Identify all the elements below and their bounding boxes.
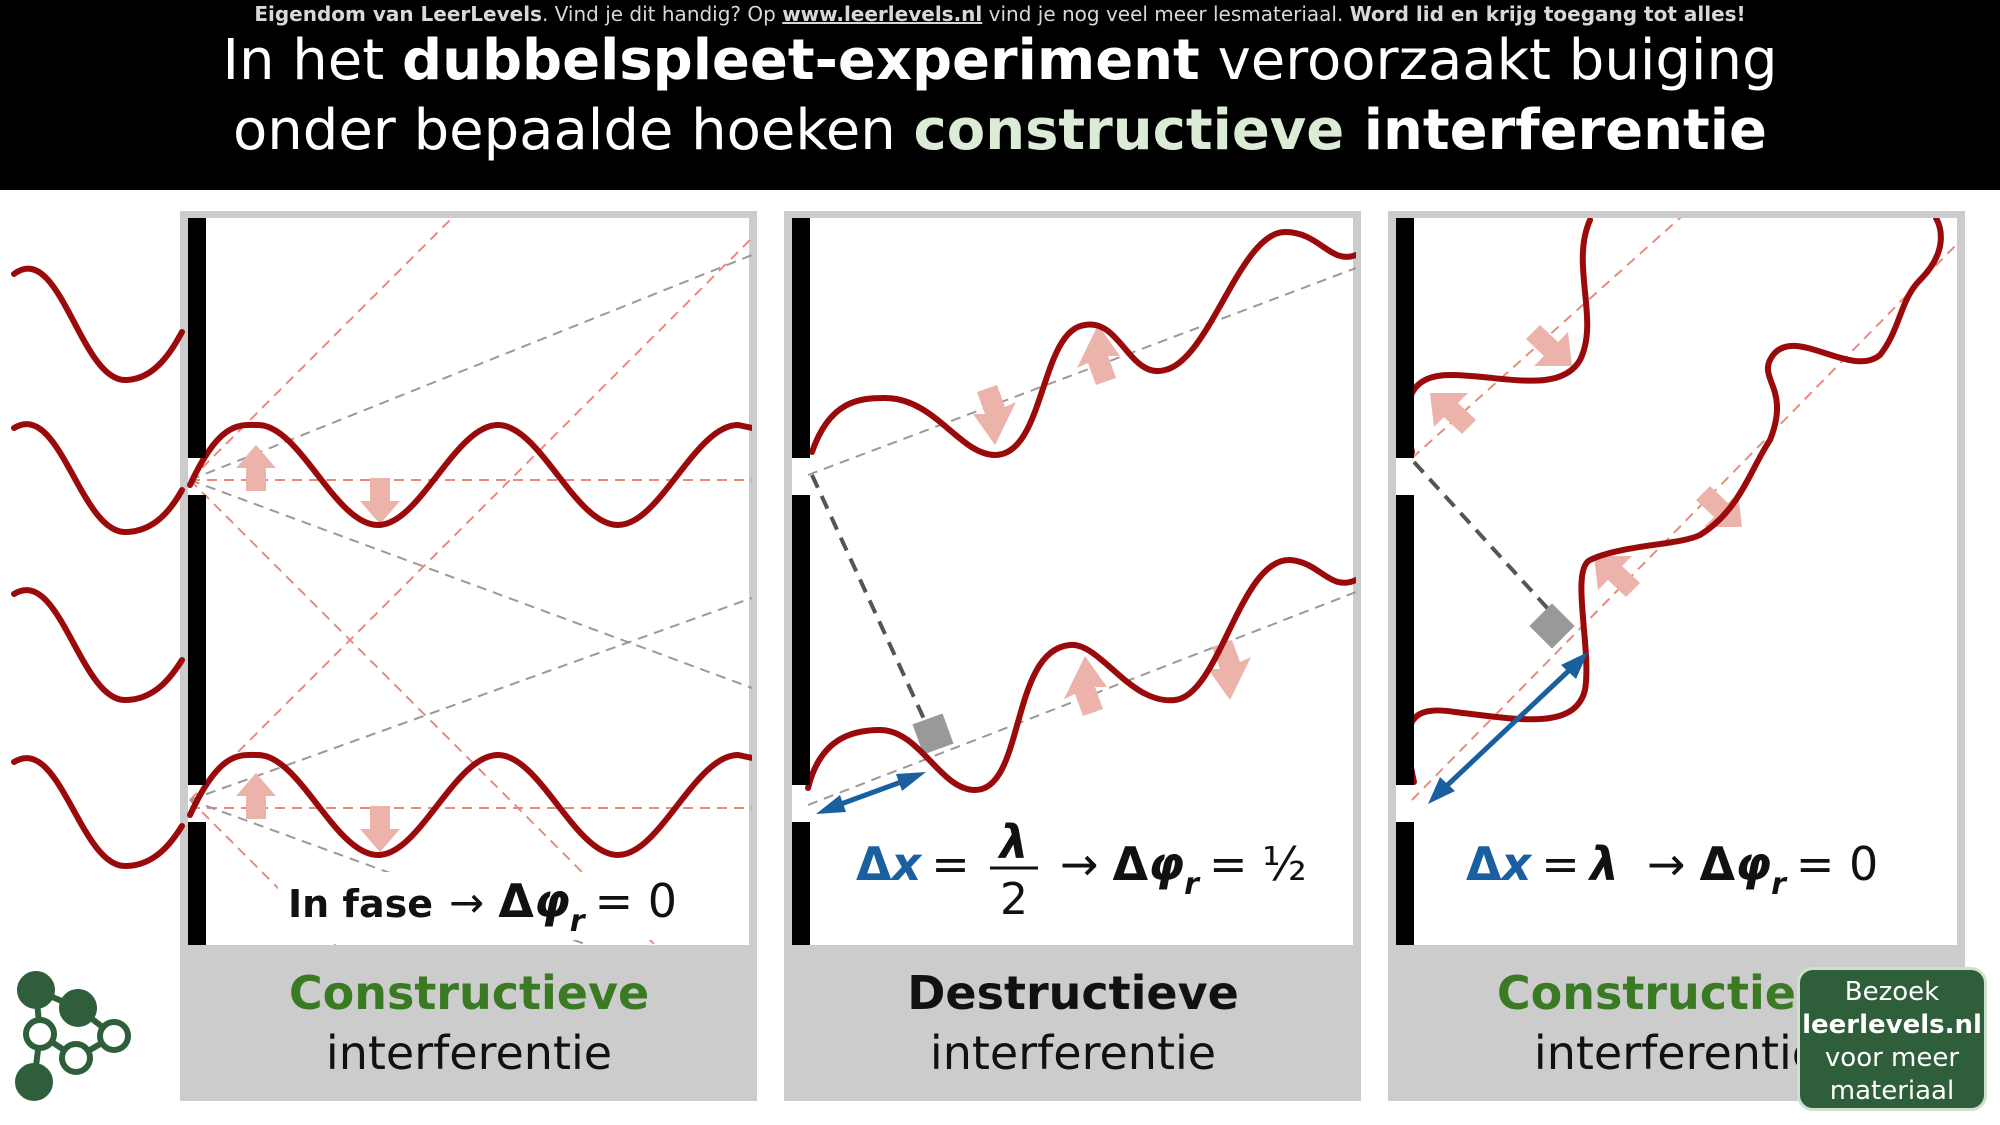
- panel-2-fraction-num: λ: [996, 815, 1028, 869]
- panel-1-caption-strong: Constructieve: [288, 966, 650, 1020]
- panel-1-content: In fase → Δφr = 0: [187, 218, 752, 945]
- right-angle-marker-2: [912, 713, 954, 755]
- panel-1-frame: [180, 211, 757, 1101]
- phase-arrow-up-2a: [1077, 325, 1120, 385]
- promo-line-1: Bezoek: [1844, 977, 1940, 1007]
- ray-gray-1b: [189, 597, 752, 801]
- panel-3-formula: Δx = λ → Δφr = 0: [1466, 837, 1878, 902]
- credit-line: Eigendom van LeerLevels. Vind je dit han…: [0, 2, 2000, 26]
- incoming-wave-1: [11, 265, 185, 384]
- right-angle-marker-3: [1529, 603, 1575, 649]
- panel-2-formula-rhs: → Δφr = ½: [1060, 837, 1307, 902]
- visit-leerlevels-button[interactable]: Bezoek leerlevels.nl voor meer materiaal: [1797, 967, 1987, 1111]
- title-2a: onder bepaalde hoeken: [233, 98, 914, 163]
- phase-arrow-down-1b: [360, 806, 400, 852]
- incoming-wave-2: [11, 421, 185, 536]
- panel-2-caption: Destructieve interferentie: [789, 963, 1357, 1083]
- panel-1-caption: Constructieve interferentie: [185, 963, 753, 1083]
- header-banner: Eigendom van LeerLevels. Vind je dit han…: [0, 0, 2000, 190]
- phase-arrow-3d: [1696, 486, 1742, 527]
- panel-2-barrier: [792, 218, 810, 945]
- phase-arrow-up-1a: [236, 445, 276, 491]
- delta-x-arrow-2: [816, 772, 926, 814]
- credit-text-2: vind je nog veel meer lesmateriaal.: [982, 2, 1350, 26]
- title-2c: interferentie: [1344, 98, 1767, 163]
- ray-red-1b: [189, 236, 752, 801]
- panel-2-caption-weak: interferentie: [929, 1026, 1217, 1080]
- wave-1-bottom: [187, 751, 752, 859]
- panel-2-caption-strong: Destructieve: [907, 966, 1239, 1020]
- panel-3-caption-weak: interferentie: [1533, 1026, 1821, 1080]
- panel-1-formula: In fase → Δφr = 0: [288, 874, 677, 939]
- wave-2-top: [809, 228, 1356, 459]
- phase-arrow-down-1a: [360, 478, 400, 524]
- phase-arrow-3c: [1594, 556, 1640, 597]
- page-title-line-2: onder bepaalde hoeken constructieve inte…: [0, 96, 2000, 166]
- ray-gray-1c: [189, 479, 752, 689]
- phase-arrow-up-2b: [1064, 656, 1107, 716]
- credit-cta: Word lid en krijg toegang tot alles!: [1349, 2, 1746, 26]
- panel-3-barrier: [1396, 218, 1414, 945]
- panel-3-content: Δx = λ → Δφr = 0: [1404, 218, 1959, 902]
- phase-arrow-3b: [1526, 325, 1572, 366]
- leerlevels-logo-icon: [15, 971, 131, 1101]
- title-1a: In het: [222, 28, 402, 93]
- promo-line-4: materiaal: [1829, 1076, 1955, 1106]
- promo-line-2: leerlevels.nl: [1802, 1010, 1982, 1040]
- title-1c: veroorzaakt buiging: [1199, 28, 1778, 93]
- panel-3-frame: [1388, 211, 1965, 1101]
- credit-text: . Vind je dit handig? Op: [541, 2, 783, 26]
- panel-1-formula-bg: [278, 872, 723, 940]
- wave-1-top: [187, 421, 752, 529]
- panel-2-formula: Δx =: [856, 837, 970, 891]
- credit-owner: Eigendom van LeerLevels: [254, 2, 542, 26]
- panel-2-content: Δx = λ 2 → Δφr = ½: [805, 228, 1356, 925]
- incoming-wave-4: [11, 755, 185, 870]
- wave-3-top: [1404, 218, 1593, 455]
- ray-red-3a: [1411, 218, 1682, 459]
- credit-link[interactable]: www.leerlevels.nl: [782, 2, 983, 26]
- incoming-waves: [11, 265, 185, 870]
- path-difference-dashed-2: [810, 474, 932, 733]
- title-1b: dubbelspleet-experiment: [401, 28, 1200, 93]
- delta-x-arrow-3: [1428, 652, 1588, 804]
- promo-line-3: voor meer: [1824, 1043, 1960, 1073]
- path-difference-dashed-3: [1412, 460, 1562, 624]
- panel-2-fraction-den: 2: [1000, 874, 1028, 925]
- ray-red-1c: [189, 479, 657, 945]
- ray-gray-2a: [807, 267, 1356, 476]
- page-title-line-1: In het dubbelspleet-experiment veroorzaa…: [0, 26, 2000, 96]
- incoming-wave-3: [11, 587, 185, 704]
- title-2b: constructieve: [913, 98, 1345, 163]
- panel-1-caption-weak: interferentie: [325, 1026, 613, 1080]
- phase-arrow-down-2a: [973, 385, 1016, 445]
- ray-red-3b: [1411, 242, 1959, 801]
- phase-arrow-up-1b: [236, 773, 276, 819]
- ray-red-1a: [189, 218, 454, 481]
- phase-arrow-3a: [1430, 393, 1476, 434]
- wave-2-bottom: [805, 556, 1356, 794]
- panel-1-barrier: [188, 218, 206, 945]
- wave-3-bottom: [1405, 218, 1944, 785]
